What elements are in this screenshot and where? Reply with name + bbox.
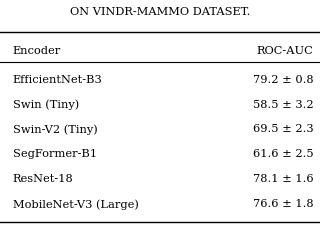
Text: MobileNet-V3 (Large): MobileNet-V3 (Large) [13, 198, 139, 209]
Text: ROC-AUC: ROC-AUC [257, 46, 314, 56]
Text: ON VINDR-MAMMO DATASET.: ON VINDR-MAMMO DATASET. [70, 7, 250, 17]
Text: 78.1 ± 1.6: 78.1 ± 1.6 [253, 173, 314, 183]
Text: 76.6 ± 1.8: 76.6 ± 1.8 [253, 198, 314, 208]
Text: 69.5 ± 2.3: 69.5 ± 2.3 [253, 124, 314, 134]
Text: ResNet-18: ResNet-18 [13, 173, 74, 183]
Text: 79.2 ± 0.8: 79.2 ± 0.8 [253, 74, 314, 84]
Text: SegFormer-B1: SegFormer-B1 [13, 149, 97, 158]
Text: EfficientNet-B3: EfficientNet-B3 [13, 74, 102, 84]
Text: 58.5 ± 3.2: 58.5 ± 3.2 [253, 99, 314, 109]
Text: Encoder: Encoder [13, 46, 61, 56]
Text: 61.6 ± 2.5: 61.6 ± 2.5 [253, 149, 314, 158]
Text: Swin-V2 (Tiny): Swin-V2 (Tiny) [13, 124, 98, 134]
Text: Swin (Tiny): Swin (Tiny) [13, 99, 79, 110]
